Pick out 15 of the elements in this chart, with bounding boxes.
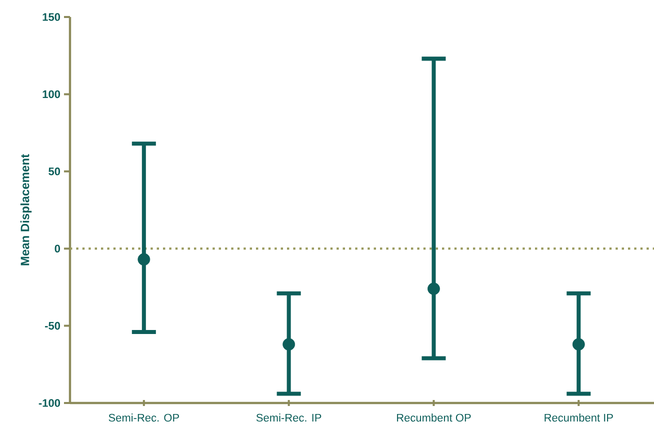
x-tick-label: Recumbent IP bbox=[544, 414, 613, 422]
x-tick-label: Recumbent OP bbox=[397, 414, 471, 422]
point bbox=[282, 338, 296, 351]
y-tick-label: 0 bbox=[54, 244, 60, 252]
y-tick-label: -50 bbox=[44, 322, 60, 330]
x-tick-label: Semi-Rec. IP bbox=[256, 414, 322, 422]
point bbox=[138, 253, 150, 266]
point bbox=[428, 282, 440, 295]
point bbox=[572, 338, 585, 351]
y-tick-label: 150 bbox=[42, 13, 60, 21]
y-axis-title: Mean Displacement bbox=[20, 154, 32, 266]
x-tick-label: Semi-Rec. OP bbox=[108, 414, 179, 422]
y-tick-label: -100 bbox=[38, 399, 60, 407]
y-tick-label: 100 bbox=[42, 90, 60, 98]
y-tick-label: 50 bbox=[48, 168, 60, 176]
